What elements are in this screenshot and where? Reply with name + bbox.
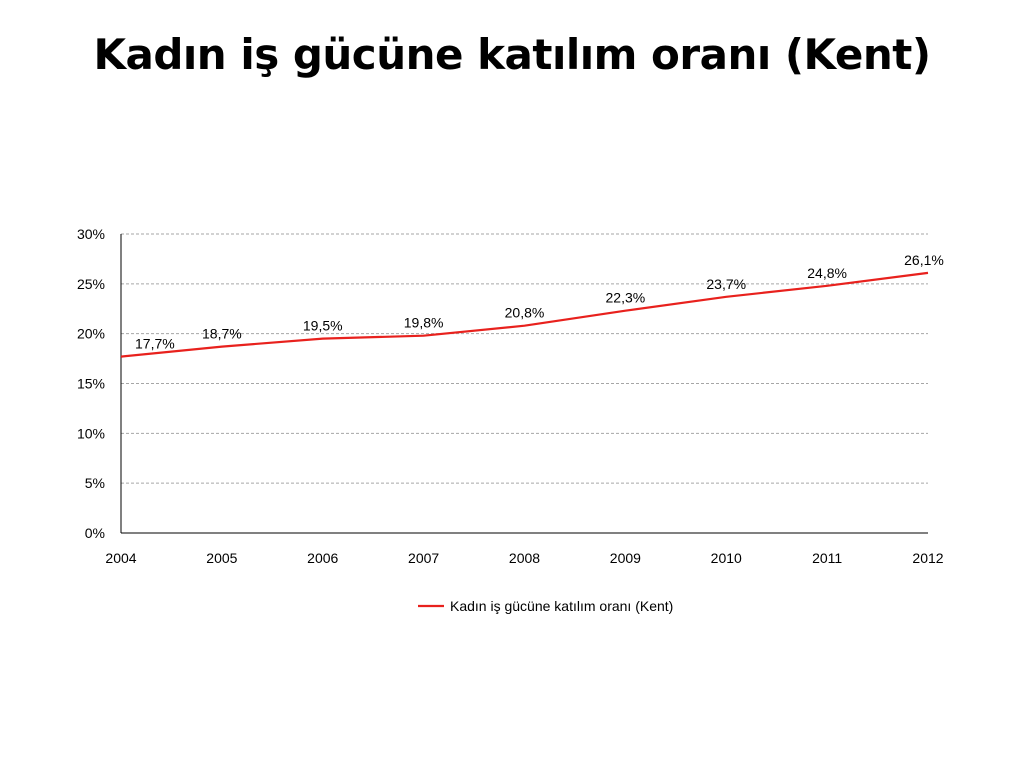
x-tick-label: 2011 (812, 550, 842, 566)
x-tick-label: 2008 (509, 550, 540, 566)
x-tick-label: 2006 (307, 550, 338, 566)
x-tick-label: 2010 (711, 550, 742, 566)
x-tick-label: 2004 (105, 550, 136, 566)
y-tick-label: 20% (77, 326, 105, 342)
data-label: 19,8% (404, 315, 444, 331)
series (120, 271, 929, 358)
y-tick-label: 5% (85, 475, 105, 491)
axes (120, 234, 928, 534)
legend: Kadın iş gücüne katılım oranı (Kent) (418, 598, 673, 614)
legend-label: Kadın iş gücüne katılım oranı (Kent) (450, 598, 673, 614)
x-tick-label: 2007 (408, 550, 439, 566)
y-tick-label: 10% (77, 425, 105, 441)
data-label: 23,7% (706, 276, 746, 292)
x-tick-label: 2005 (206, 550, 237, 566)
data-label: 18,7% (202, 326, 242, 342)
grid-lines (121, 233, 928, 484)
x-tick-labels: 2004 2005 2006 2007 2008 2009 2010 2011 2012 (105, 550, 943, 566)
data-label: 20,8% (505, 305, 545, 321)
data-label: 17,7% (135, 336, 175, 352)
data-label: 26,1% (904, 252, 944, 268)
data-label: 19,5% (303, 318, 343, 334)
x-tick-label: 2012 (912, 550, 943, 566)
x-tick-label: 2009 (610, 550, 641, 566)
y-tick-label: 30% (77, 226, 105, 242)
data-labels: 17,7% 18,7% 19,5% 19,8% 20,8% 22,3% 23,7% 24,8%… (135, 252, 944, 352)
data-label: 24,8% (807, 265, 847, 281)
y-tick-labels: 0% 5% 10% 15% 20% 25% 30% (77, 226, 105, 541)
y-tick-label: 15% (77, 376, 105, 392)
y-tick-label: 0% (85, 525, 105, 541)
slide-title: Kadın iş gücüne katılım oranı (Kent) (93, 30, 931, 79)
y-tick-label: 25% (77, 276, 105, 292)
data-label: 22,3% (606, 290, 646, 306)
